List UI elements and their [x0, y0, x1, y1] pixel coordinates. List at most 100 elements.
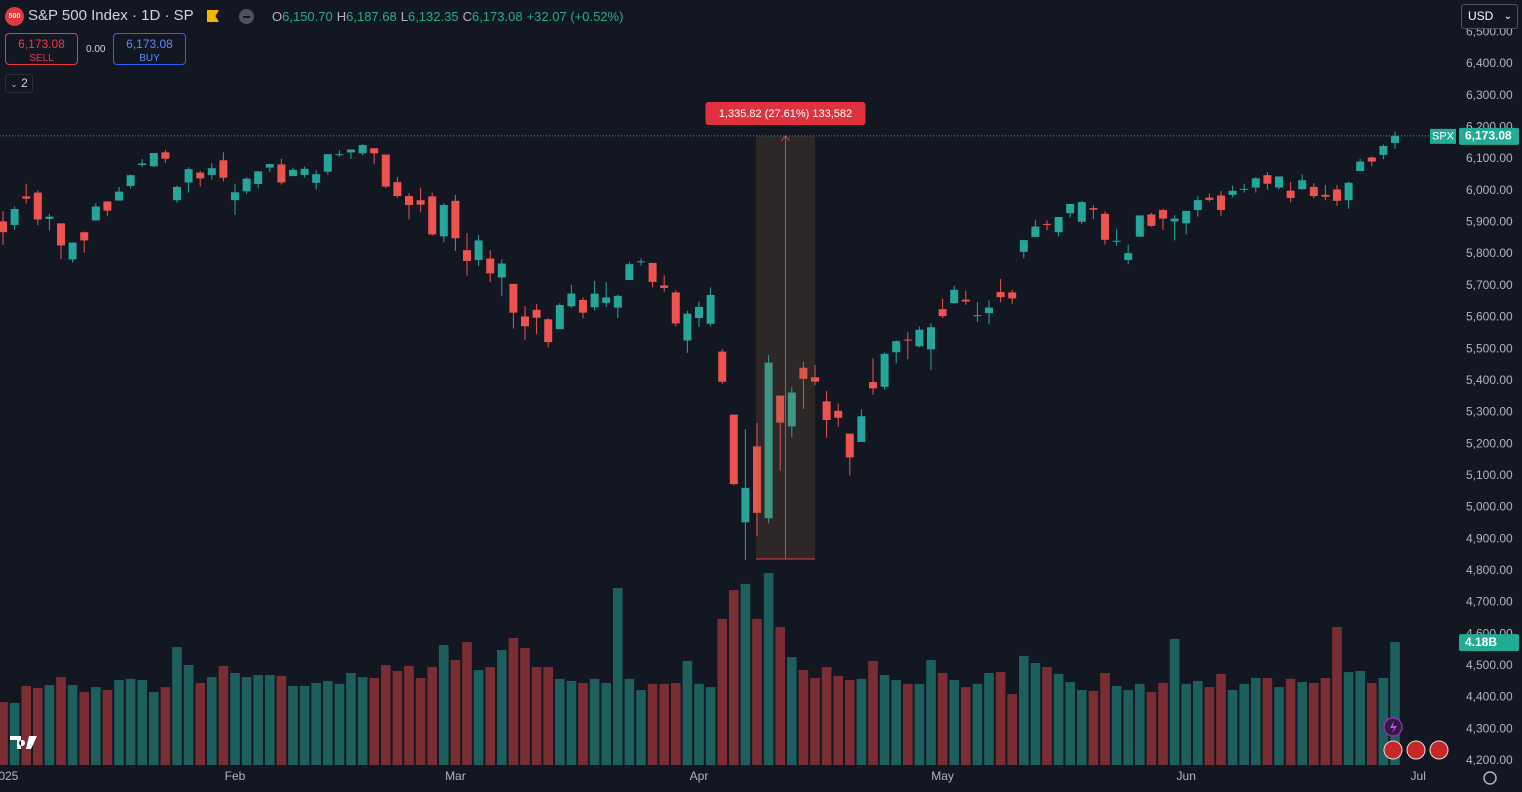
volume-bar — [705, 687, 716, 765]
volume-bar — [311, 682, 321, 765]
candle-body — [961, 299, 970, 302]
buy-button[interactable]: 6,173.08 BUY — [113, 33, 186, 65]
volume-bar — [1332, 627, 1342, 765]
volume-bar — [462, 642, 472, 765]
candle-body — [33, 192, 42, 220]
candle-body — [474, 240, 483, 261]
volume-bar — [183, 665, 194, 765]
candle-body — [126, 175, 135, 186]
volume-bar — [821, 667, 832, 765]
candle-body — [857, 416, 866, 442]
volume-bar — [624, 678, 635, 765]
symbol-logo: 500 — [5, 7, 24, 26]
candle-body — [1147, 214, 1156, 226]
currency-select[interactable]: USD ⌄ — [1461, 4, 1518, 29]
y-tick-label: 5,900.00 — [1466, 215, 1513, 229]
volume-bar — [682, 660, 693, 765]
candle-body — [1217, 195, 1225, 211]
candle-body — [625, 264, 634, 281]
x-tick-label: Apr — [690, 769, 709, 783]
volume-bar — [578, 682, 588, 765]
indicators-toggle[interactable]: ⌄ 2 — [5, 74, 33, 93]
volume-bar — [914, 683, 925, 765]
candle-body — [1182, 210, 1191, 224]
candle-body — [149, 153, 158, 167]
candle-body — [463, 250, 471, 262]
candle-body — [567, 293, 576, 307]
volume-bar — [926, 660, 936, 765]
flag-icon[interactable] — [1406, 740, 1426, 760]
volume-bar — [149, 692, 159, 765]
volume-bar — [381, 665, 391, 765]
x-tick-label: 2025 — [0, 769, 19, 783]
candle-body — [242, 178, 251, 192]
spread: 0.00 — [86, 44, 106, 55]
x-tick-label: May — [931, 769, 954, 783]
volume-bar — [1274, 687, 1284, 765]
candle-body — [695, 306, 703, 319]
status-icon[interactable] — [239, 9, 254, 24]
symbol-tag: SPX — [1432, 130, 1455, 142]
volume-bar — [729, 590, 739, 765]
candle-body — [231, 192, 239, 201]
volume-bar — [868, 660, 878, 765]
volume-bar — [357, 677, 368, 765]
symbol-tag-bg — [1430, 128, 1456, 144]
volume-bar — [299, 685, 310, 765]
candle-body — [68, 242, 77, 260]
candle-body — [1205, 197, 1214, 200]
y-tick-label: 5,200.00 — [1466, 436, 1513, 450]
candle-body — [718, 351, 727, 382]
volume-bar — [218, 665, 229, 765]
flag-button[interactable] — [207, 10, 219, 22]
candle-body — [544, 319, 553, 343]
volume-bar — [1158, 682, 1168, 765]
volume-bar — [427, 667, 437, 765]
flag-icon[interactable] — [1429, 740, 1449, 760]
volume-bar — [531, 667, 542, 765]
volume-bar — [0, 702, 8, 765]
y-tick-label: 5,800.00 — [1466, 246, 1513, 260]
volume-bar — [323, 680, 333, 765]
volume-bar — [392, 670, 403, 765]
candle-body — [1367, 157, 1376, 162]
candle-body — [439, 204, 448, 237]
volume-bar — [9, 702, 20, 765]
volume-bar — [891, 680, 901, 765]
candle-body — [381, 154, 390, 187]
candle-body — [776, 395, 785, 423]
candle-body — [509, 283, 518, 313]
candle-body — [1193, 200, 1202, 211]
price-tag: 6,173.08 — [1465, 129, 1512, 143]
candle-body — [579, 299, 587, 313]
volume-bar — [160, 687, 171, 765]
y-tick-label: 5,300.00 — [1466, 405, 1513, 419]
candle-body — [753, 446, 761, 513]
volume-bar — [1297, 682, 1307, 765]
volume-bar — [137, 680, 147, 765]
volume-bar — [647, 683, 658, 765]
volume-bar — [1135, 683, 1145, 765]
candle-body — [1379, 146, 1388, 155]
volume-bar — [717, 618, 727, 765]
candle-body — [57, 223, 65, 246]
volume-bar — [439, 645, 449, 765]
candle-body — [648, 262, 657, 282]
candle-body — [799, 367, 808, 379]
sell-label: SELL — [29, 53, 54, 64]
volume-bar — [1285, 678, 1296, 765]
y-tick-label: 4,900.00 — [1466, 531, 1513, 545]
symbol-title[interactable]: S&P 500 Index · 1D · SP — [28, 7, 194, 24]
sell-button[interactable]: 6,173.08 SELL — [5, 33, 78, 65]
volume-bar — [1390, 642, 1400, 765]
volume-bar — [636, 690, 646, 765]
volume-bar — [1123, 690, 1133, 765]
volume-bar — [1169, 638, 1180, 765]
ohlc-key: C — [462, 9, 472, 24]
volume-bar — [1100, 672, 1110, 765]
candle-body — [637, 261, 645, 263]
flag-icon[interactable] — [1383, 740, 1403, 760]
volume-bar — [44, 685, 55, 765]
settings-icon[interactable] — [1483, 771, 1497, 785]
